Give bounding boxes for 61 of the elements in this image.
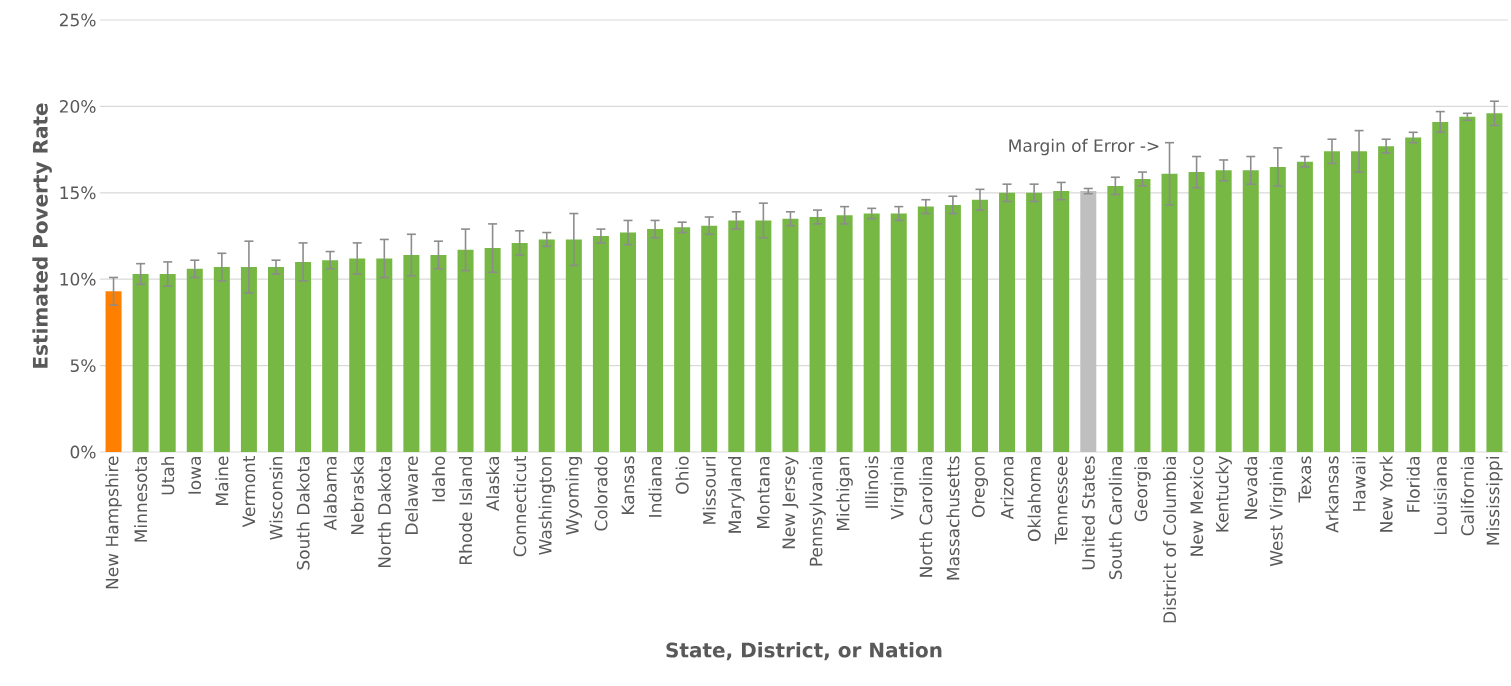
x-tick-label: Arizona [1000,457,1014,520]
x-tick-label: South Carolina [1108,457,1122,580]
annotation: Margin of Error -> [1009,138,1159,156]
x-tick-label: Texas [1298,456,1312,503]
x-tick-label: Wisconsin [269,456,283,540]
x-tick-label: North Carolina [919,457,933,577]
x-tick-label: Alaska [486,457,500,511]
y-tick-label: 20% [59,99,96,113]
x-tick-label: Georgia [1134,457,1151,522]
x-tick-label: Massachusetts [946,456,960,580]
x-tick-label: Michigan [836,456,853,531]
x-tick-label: Utah [161,456,175,495]
x-tick-label: District of Columbia [1162,457,1177,623]
y-tick-label: 10% [60,272,96,286]
x-tick-label: South Dakota [296,457,310,570]
x-tick-label: Idaho [431,456,446,502]
x-tick-label: Pennsylvania [809,457,826,566]
x-tick-label: Wyoming [565,457,583,535]
y-axis-title: Estimated Poverty Rate [32,103,52,368]
x-tick-label: Mississippi [1486,457,1503,545]
x-tick-label: North Dakota [377,457,391,568]
x-tick-label: California [1460,457,1474,536]
x-tick-label: Oregon [971,456,989,517]
x-axis-title: State, District, or Nation [666,642,942,661]
x-tick-label: Maryland [728,457,745,533]
x-tick-label: New Mexico [1190,456,1204,556]
x-tick-label: United States [1081,456,1095,570]
x-tick-label: Maine [215,456,229,505]
y-tick-label: 25% [59,13,96,27]
y-tick-label: 15% [60,186,96,200]
x-tick-label: Nevada [1244,457,1258,519]
x-tick-label: Nebraska [350,457,364,535]
x-tick-label: Virginia [890,457,907,520]
x-tick-label: Montana [757,457,770,528]
x-tick-label: Vermont [242,455,256,528]
x-tick-label: Ohio [675,456,689,494]
y-tick-label: 5% [70,359,96,373]
x-tick-label: Rhode Island [458,457,473,565]
x-tick-label: Delaware [404,456,418,534]
x-tick-label: Oklahoma [1027,457,1041,542]
x-tick-label: West Virginia [1269,457,1287,567]
x-tick-label: New Jersey [782,456,799,549]
x-tick-label: Minnesota [134,457,148,542]
x-tick-label: New York [1379,455,1393,532]
x-tick-label: Iowa [188,457,202,494]
x-tick-label: New Hampshire [105,456,122,589]
x-tick-label: Alabama [323,457,337,531]
x-tick-label: Colorado [594,456,608,531]
x-tick-label: Tennessee [1054,456,1068,545]
x-tick-label: Florida [1406,457,1420,512]
x-tick-label: Connecticut [513,455,527,557]
x-tick-label: Louisiana [1433,457,1447,535]
x-tick-label: Indiana [648,457,662,517]
x-tick-label: Missouri [702,457,716,524]
x-tick-label: Kansas [621,456,635,515]
x-tick-label: Hawaii [1352,457,1366,511]
y-tick-label: 0% [70,445,96,459]
x-tick-label: Illinois [865,456,879,508]
x-tick-label: Washington [538,456,555,555]
x-tick-label: Arkansas [1325,456,1339,533]
x-tick-label: Kentucky [1215,456,1232,532]
